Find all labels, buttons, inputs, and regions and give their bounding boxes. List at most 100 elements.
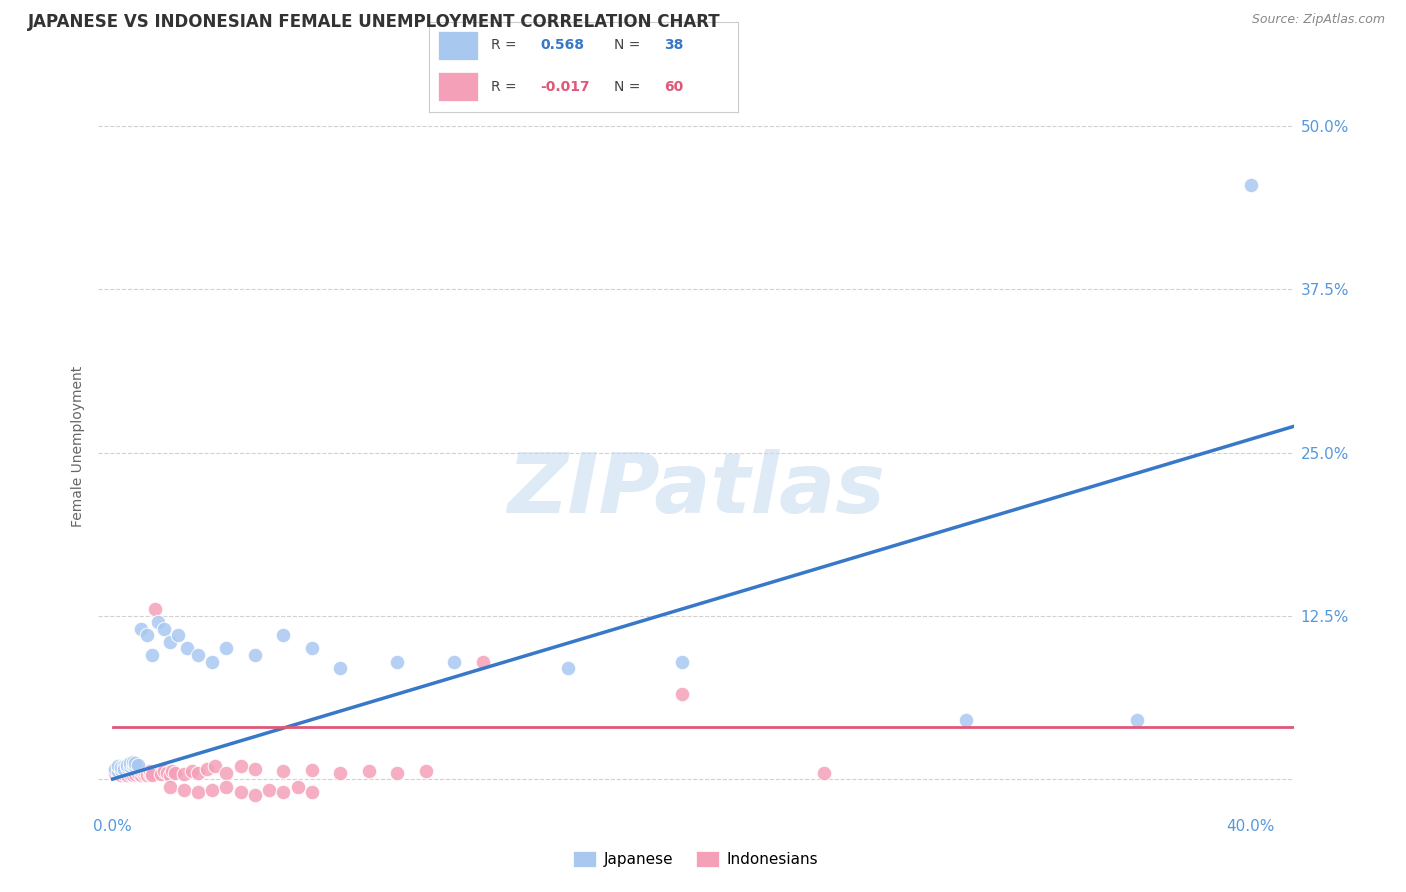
Point — [153, 764, 176, 779]
Point — [1240, 178, 1263, 192]
Legend: Japanese, Indonesians: Japanese, Indonesians — [567, 846, 825, 873]
Text: N =: N = — [614, 79, 645, 94]
Text: -0.017: -0.017 — [540, 79, 589, 94]
Point — [204, 759, 226, 773]
Point — [201, 782, 224, 797]
Point — [159, 768, 181, 782]
Point — [955, 714, 977, 728]
Point — [187, 765, 209, 780]
Point — [671, 687, 693, 701]
Point — [121, 755, 143, 769]
Point — [129, 764, 152, 779]
Point — [181, 764, 204, 779]
Point — [329, 661, 352, 675]
Point — [671, 655, 693, 669]
Point — [243, 788, 266, 802]
Point — [135, 628, 157, 642]
Point — [187, 648, 209, 662]
Point — [115, 765, 138, 780]
Point — [104, 765, 127, 780]
Point — [357, 764, 380, 779]
Point — [167, 628, 190, 642]
Point — [156, 765, 179, 780]
Point — [273, 628, 295, 642]
Point — [112, 767, 135, 781]
Point — [112, 764, 135, 779]
Point — [118, 767, 141, 781]
Point — [173, 767, 195, 781]
Text: ZIPatlas: ZIPatlas — [508, 450, 884, 531]
Point — [138, 767, 160, 781]
Point — [165, 765, 187, 780]
Point — [115, 757, 138, 772]
Point — [257, 782, 280, 797]
Point — [557, 661, 579, 675]
Point — [385, 765, 409, 780]
Point — [329, 765, 352, 780]
Point — [121, 757, 143, 772]
Point — [201, 655, 224, 669]
Point — [110, 763, 132, 777]
Point — [124, 767, 146, 781]
Point — [443, 655, 465, 669]
Point — [107, 763, 129, 777]
Point — [129, 768, 152, 782]
Point — [110, 760, 132, 774]
Text: Source: ZipAtlas.com: Source: ZipAtlas.com — [1251, 13, 1385, 27]
Point — [301, 785, 323, 799]
Point — [124, 764, 146, 779]
Point — [215, 765, 238, 780]
Point — [229, 759, 252, 773]
Point — [301, 641, 323, 656]
Point — [129, 622, 152, 636]
Point — [159, 635, 181, 649]
Point — [1126, 714, 1149, 728]
Point — [132, 764, 155, 779]
Text: 60: 60 — [664, 79, 683, 94]
Point — [173, 782, 195, 797]
Point — [215, 641, 238, 656]
Point — [176, 641, 198, 656]
Point — [104, 762, 127, 776]
Point — [150, 767, 173, 781]
Point — [107, 759, 129, 773]
Point — [229, 785, 252, 799]
Point — [124, 759, 146, 773]
Point — [148, 615, 170, 630]
Point — [153, 622, 176, 636]
Point — [118, 764, 141, 779]
Point — [115, 768, 138, 782]
Point — [138, 764, 160, 779]
Point — [813, 765, 835, 780]
Point — [159, 780, 181, 794]
Point — [110, 765, 132, 780]
Point — [112, 762, 135, 776]
Text: 0.568: 0.568 — [540, 38, 583, 53]
Point — [127, 757, 149, 772]
Point — [195, 762, 218, 776]
Point — [273, 764, 295, 779]
Text: R =: R = — [491, 79, 520, 94]
Point — [243, 762, 266, 776]
Bar — [439, 72, 478, 101]
Point — [415, 764, 437, 779]
Point — [127, 765, 149, 780]
Point — [107, 767, 129, 781]
Point — [243, 648, 266, 662]
Point — [135, 768, 157, 782]
Point — [110, 768, 132, 782]
Point — [135, 765, 157, 780]
Point — [215, 780, 238, 794]
Bar — [439, 31, 478, 60]
Point — [273, 785, 295, 799]
Text: N =: N = — [614, 38, 645, 53]
Point — [115, 760, 138, 774]
Point — [287, 780, 309, 794]
Text: 38: 38 — [664, 38, 683, 53]
Point — [141, 768, 163, 782]
Text: R =: R = — [491, 38, 520, 53]
Point — [141, 765, 163, 780]
Point — [124, 756, 146, 771]
Point — [107, 764, 129, 779]
Y-axis label: Female Unemployment: Female Unemployment — [70, 366, 84, 526]
